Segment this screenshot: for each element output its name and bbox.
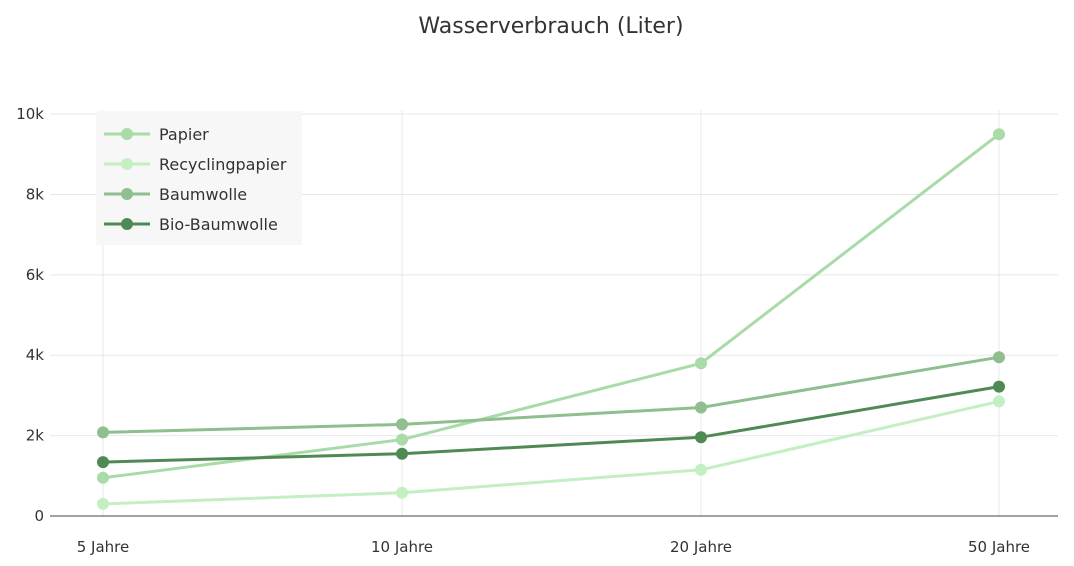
legend-swatch-marker bbox=[121, 218, 133, 230]
y-tick-label: 4k bbox=[26, 346, 45, 364]
data-point[interactable] bbox=[695, 463, 707, 476]
x-tick-label: 50 Jahre bbox=[968, 538, 1030, 556]
series-baumwolle bbox=[97, 351, 1005, 439]
data-point[interactable] bbox=[396, 418, 408, 431]
data-point[interactable] bbox=[695, 357, 707, 370]
data-point[interactable] bbox=[97, 456, 109, 469]
legend-item[interactable]: Bio-Baumwolle bbox=[104, 215, 278, 234]
legend-swatch-marker bbox=[121, 128, 133, 140]
legend-swatch-marker bbox=[121, 158, 133, 170]
data-point[interactable] bbox=[97, 426, 109, 439]
grid bbox=[50, 110, 1058, 516]
data-point[interactable] bbox=[695, 431, 707, 444]
legend-label: Bio-Baumwolle bbox=[159, 215, 278, 234]
legend-label: Baumwolle bbox=[159, 185, 247, 204]
data-point[interactable] bbox=[993, 351, 1005, 364]
legend-label: Recyclingpapier bbox=[159, 155, 287, 174]
series-recyclingpapier bbox=[97, 395, 1005, 510]
y-tick-label: 2k bbox=[26, 427, 45, 445]
legend-swatch-marker bbox=[121, 188, 133, 200]
x-tick-label: 5 Jahre bbox=[77, 538, 130, 556]
series-line bbox=[102, 399, 1000, 506]
legend-item[interactable]: Baumwolle bbox=[104, 185, 247, 204]
data-point[interactable] bbox=[993, 380, 1005, 393]
axes: 0 2k 4k 6k 8k 10k 5 Jahre 10 Jahre 20 Jahre 50 Ja… bbox=[16, 105, 1058, 556]
y-tick-label: 8k bbox=[26, 185, 45, 203]
x-tick-label: 20 Jahre bbox=[670, 538, 732, 556]
data-point[interactable] bbox=[993, 128, 1005, 141]
data-point[interactable] bbox=[993, 395, 1005, 408]
legend-label: Papier bbox=[159, 125, 209, 144]
legend-item[interactable]: Papier bbox=[104, 125, 209, 144]
series-bio-baumwolle bbox=[97, 380, 1005, 469]
x-tick-label: 10 Jahre bbox=[371, 538, 433, 556]
y-tick-label: 0 bbox=[34, 507, 44, 525]
chart-title: Wasserverbrauch (Liter) bbox=[418, 14, 683, 39]
data-point[interactable] bbox=[97, 471, 109, 484]
legend: Papier Recyclingpapier Baumwolle Bio-Baumwo… bbox=[96, 111, 302, 245]
y-tick-label: 10k bbox=[16, 105, 44, 123]
series-line bbox=[102, 385, 1000, 464]
legend-item[interactable]: Recyclingpapier bbox=[104, 155, 287, 174]
y-tick-label: 6k bbox=[26, 266, 45, 284]
data-point[interactable] bbox=[396, 433, 408, 446]
data-point[interactable] bbox=[396, 486, 408, 499]
series-line bbox=[102, 355, 1000, 434]
data-point[interactable] bbox=[97, 497, 109, 510]
data-point[interactable] bbox=[695, 401, 707, 414]
series-group bbox=[97, 128, 1005, 510]
data-point[interactable] bbox=[396, 447, 408, 460]
